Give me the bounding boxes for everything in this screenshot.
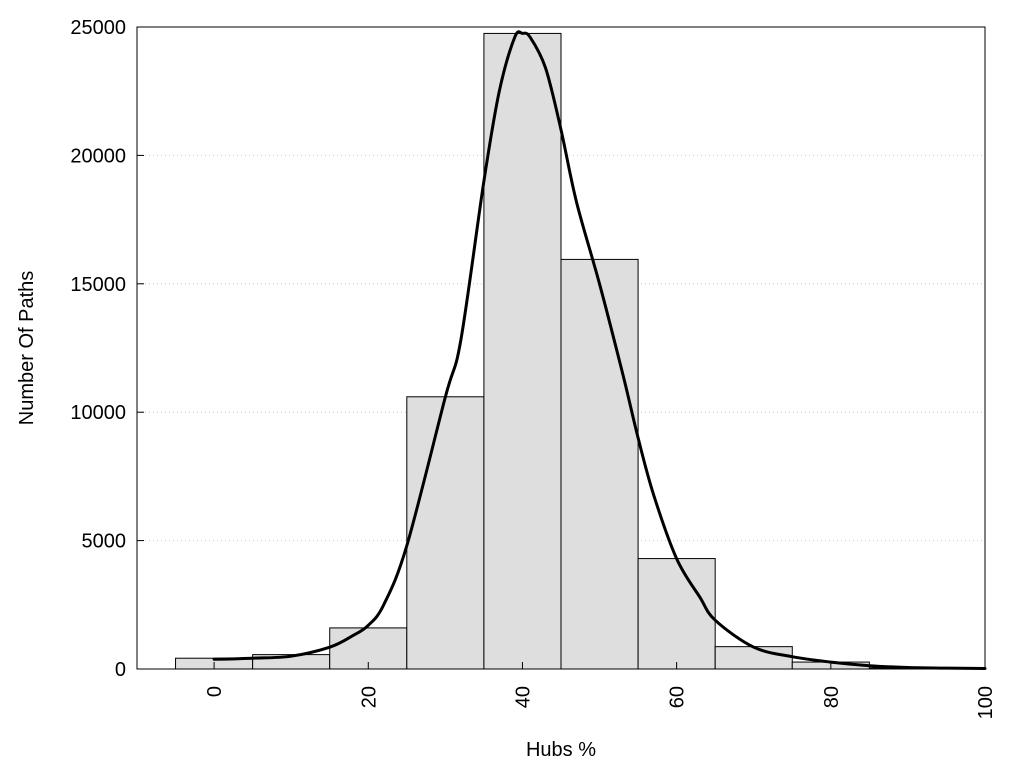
plot-frame xyxy=(136,26,986,670)
y-tick-label: 25000 xyxy=(70,17,126,39)
ticks-layer: 0 5000 10000 15000 20000 25000 0 20 40 60 80 100 xyxy=(70,17,997,719)
x-axis-title: Hubs % xyxy=(526,739,596,761)
histogram-bar xyxy=(637,558,716,670)
histogram-bar xyxy=(560,258,639,670)
x-tick-label: 40 xyxy=(512,686,534,708)
y-tick-label: 5000 xyxy=(82,531,127,553)
curve-layer xyxy=(212,30,987,670)
histogram-bar xyxy=(406,396,485,670)
histogram-bar xyxy=(483,32,562,670)
y-axis-title: Number Of Paths xyxy=(16,271,38,426)
bars-layer xyxy=(175,32,947,670)
y-tick-label: 20000 xyxy=(70,145,126,167)
x-tick-label: 80 xyxy=(821,686,843,708)
y-tick-label: 10000 xyxy=(70,402,126,424)
x-tick-label: 0 xyxy=(204,686,226,697)
x-tick-label: 100 xyxy=(975,686,997,719)
y-tick-label: 0 xyxy=(115,659,126,681)
density-curve xyxy=(212,30,987,670)
x-tick-label: 20 xyxy=(358,686,380,708)
histogram-bar xyxy=(714,646,793,670)
y-tick-label: 15000 xyxy=(70,274,126,296)
x-tick-label: 60 xyxy=(667,686,689,708)
